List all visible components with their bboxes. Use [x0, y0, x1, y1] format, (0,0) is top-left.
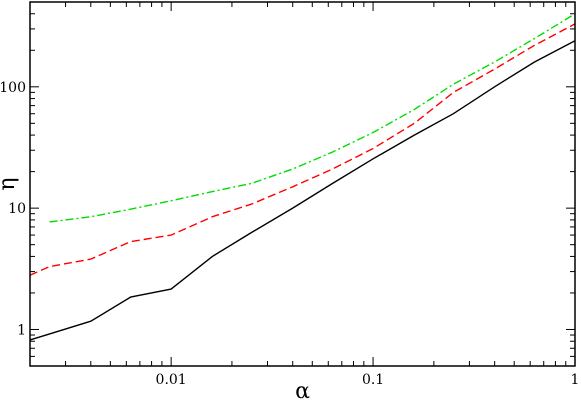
tick-labels-layer: 0.01 0.1 1 1 10 100 [0, 80, 579, 388]
y-tick-label: 100 [0, 80, 26, 96]
series-line-3 [49, 13, 576, 223]
x-tick-label: 1 [571, 372, 580, 388]
ticks-layer [29, 1, 576, 367]
series-line-2 [29, 23, 576, 276]
series-line-1 [29, 40, 576, 341]
y-tick-label: 1 [17, 322, 26, 338]
x-tick-label: 0.01 [156, 372, 187, 388]
series-layer [29, 13, 576, 341]
x-tick-label: 0.1 [362, 372, 384, 388]
y-axis-label: η [0, 177, 20, 190]
y-tick-label: 10 [8, 201, 26, 217]
plot-frame [29, 1, 576, 367]
x-axis-label: α [295, 379, 310, 402]
